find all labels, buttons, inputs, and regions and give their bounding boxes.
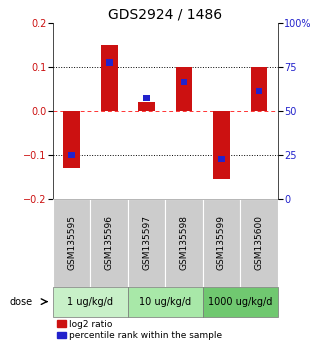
Bar (53, 199, 91, 286)
Bar (165, 199, 203, 286)
Text: GSM135598: GSM135598 (179, 215, 188, 270)
Bar (203, 199, 240, 286)
Bar (250, 67, 267, 111)
Bar (176, 67, 193, 111)
Text: GSM135599: GSM135599 (217, 215, 226, 270)
Text: GSM135596: GSM135596 (105, 215, 114, 270)
Bar (63, 111, 80, 168)
Bar (256, 88, 262, 94)
Legend: log2 ratio, percentile rank within the sample: log2 ratio, percentile rank within the s… (57, 320, 222, 340)
Bar (240, 199, 278, 286)
Bar (213, 111, 230, 179)
Bar (138, 102, 155, 111)
Bar (106, 59, 112, 65)
Text: 10 ug/kg/d: 10 ug/kg/d (139, 297, 191, 307)
Text: 1000 ug/kg/d: 1000 ug/kg/d (208, 297, 273, 307)
Text: 1 ug/kg/d: 1 ug/kg/d (67, 297, 113, 307)
Title: GDS2924 / 1486: GDS2924 / 1486 (108, 8, 222, 22)
Bar (181, 79, 187, 85)
Bar (128, 199, 165, 286)
Bar (68, 152, 75, 158)
Text: dose: dose (9, 297, 32, 307)
Bar (53, 286, 128, 317)
Bar (128, 286, 203, 317)
Text: GSM135595: GSM135595 (67, 215, 76, 270)
Bar (91, 199, 128, 286)
Bar (143, 95, 150, 101)
Text: GSM135600: GSM135600 (255, 215, 264, 270)
Bar (101, 45, 117, 111)
Text: GSM135597: GSM135597 (142, 215, 151, 270)
Bar (218, 156, 225, 162)
Bar (203, 286, 278, 317)
